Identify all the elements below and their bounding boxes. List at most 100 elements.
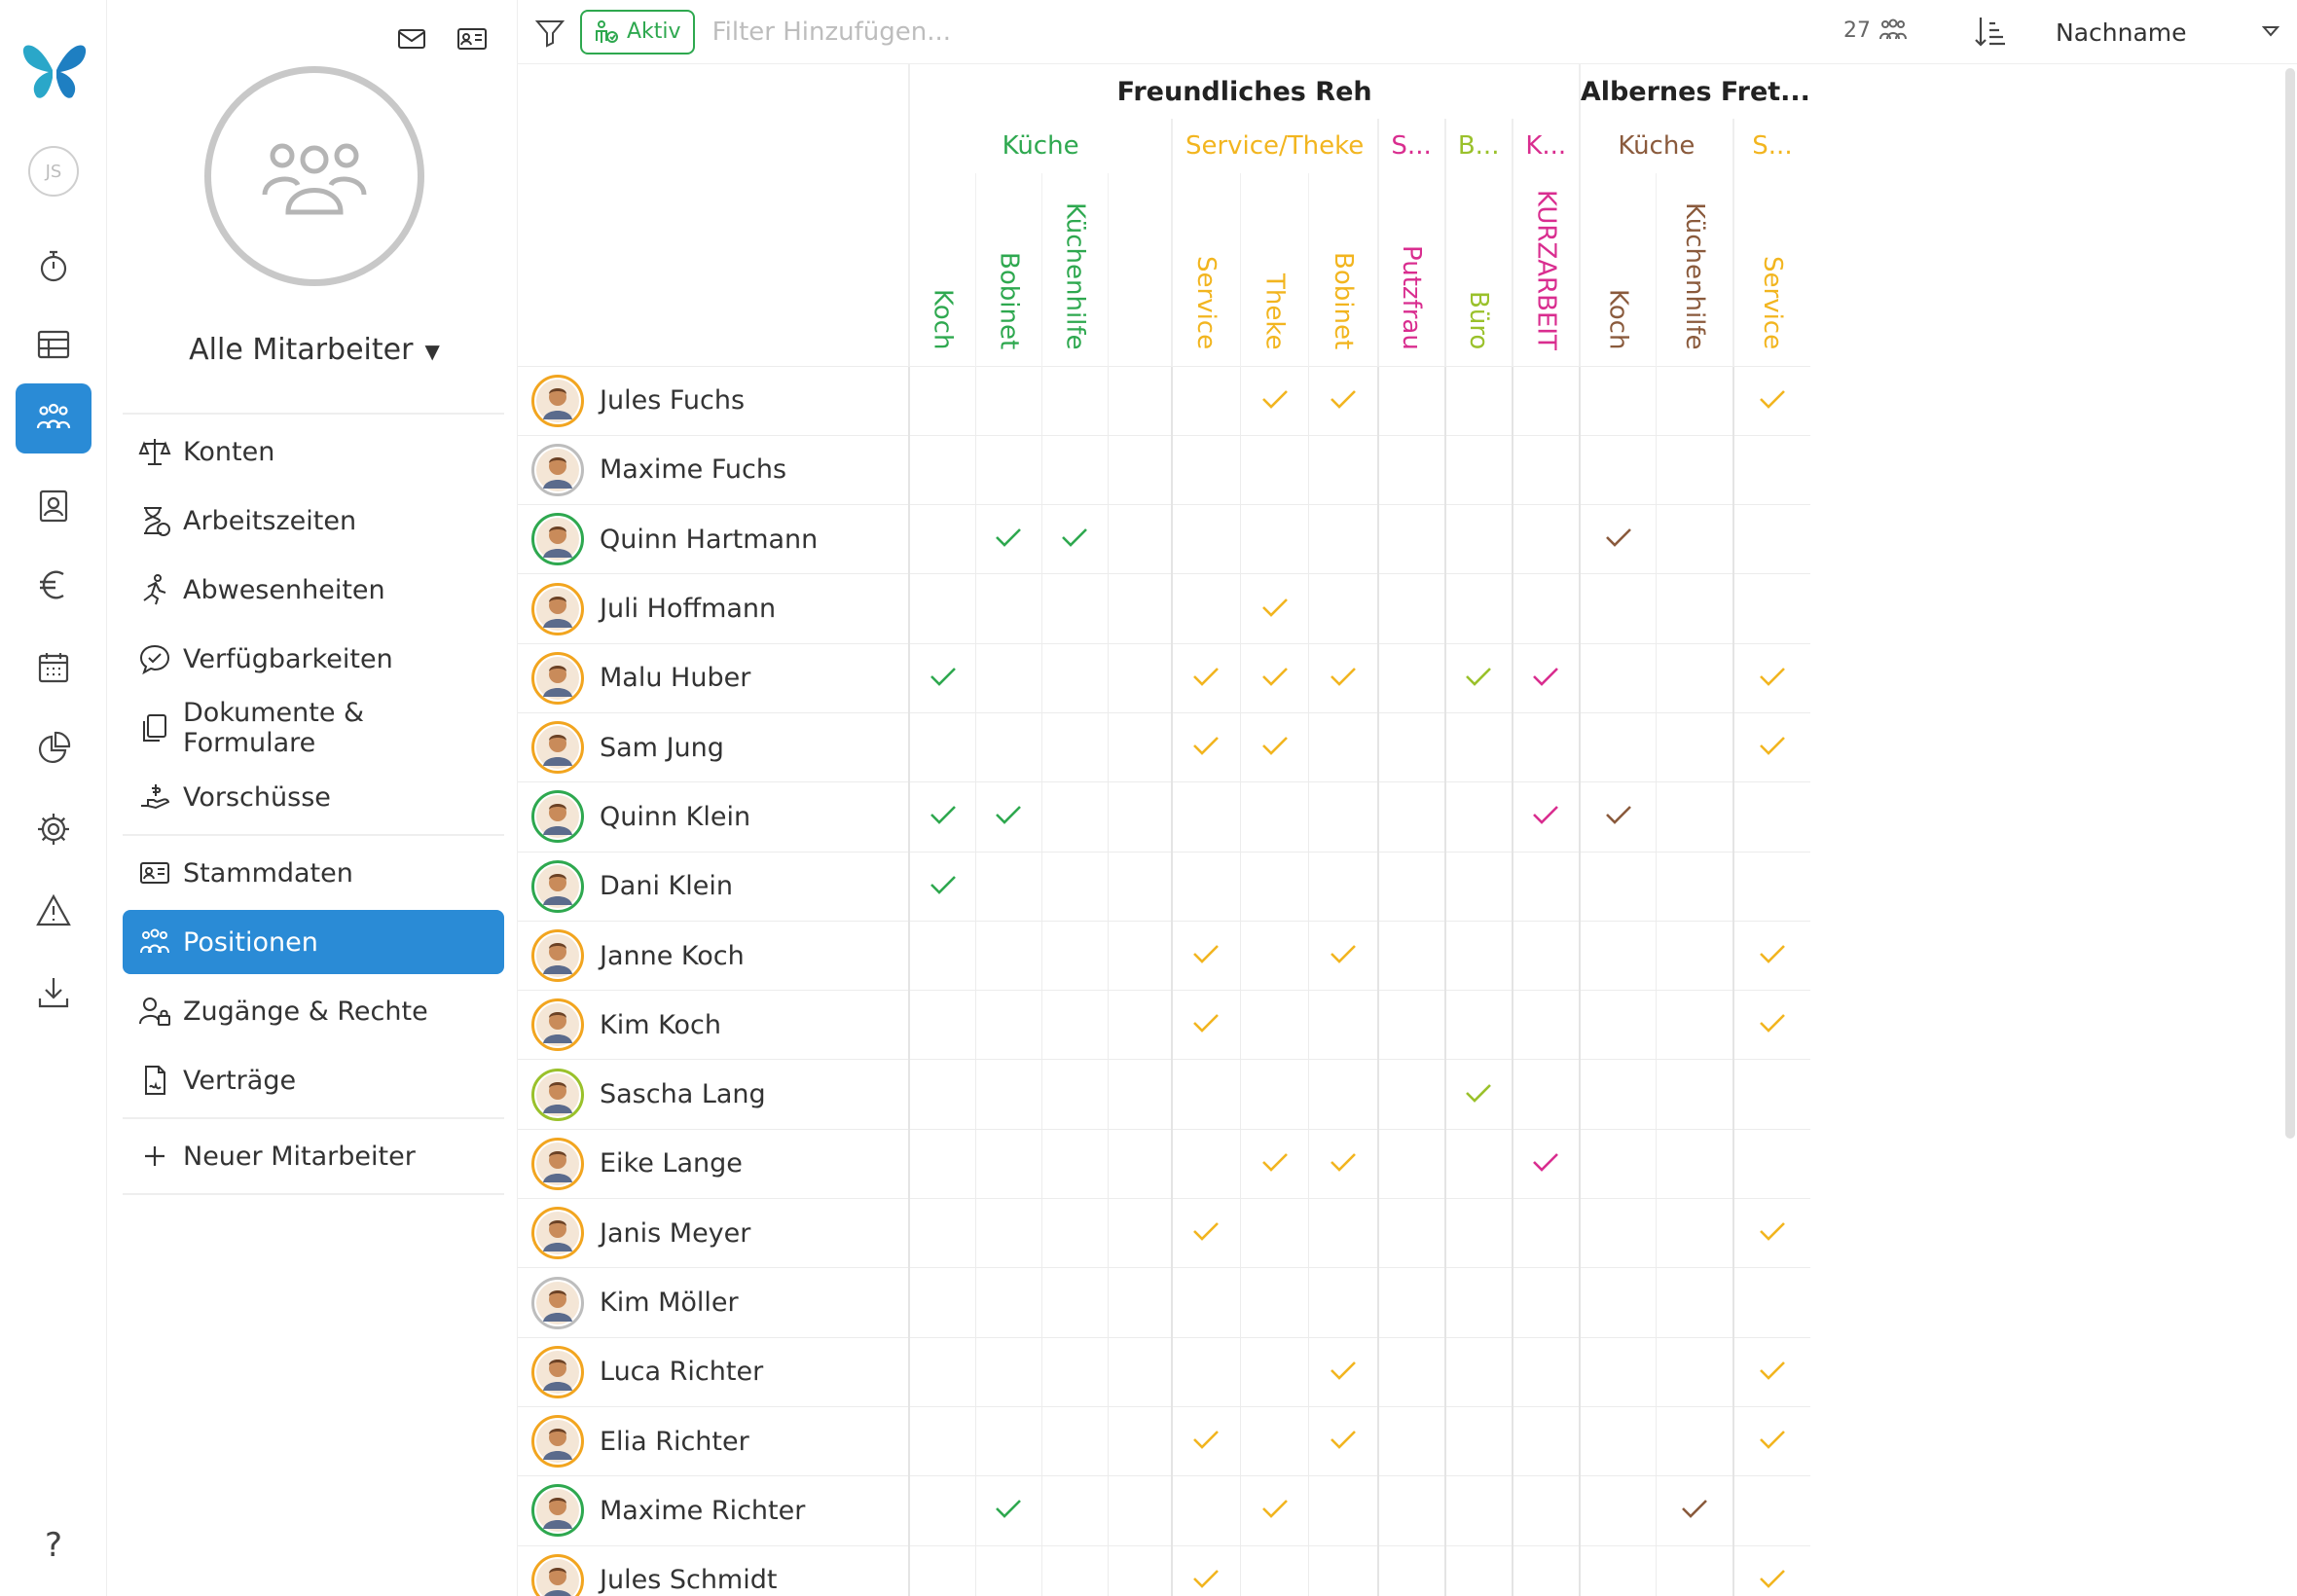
sort-ascending-icon[interactable]: [1972, 14, 2009, 51]
position-cell[interactable]: [1239, 1405, 1309, 1476]
gear-icon[interactable]: [16, 794, 91, 864]
position-cell[interactable]: [1308, 711, 1378, 782]
position-cell[interactable]: [1239, 1267, 1309, 1338]
employee-cell[interactable]: Quinn Hartmann: [518, 504, 910, 574]
table-row[interactable]: Sascha Lang: [518, 1059, 1810, 1130]
position-cell[interactable]: [974, 781, 1042, 852]
position-cell[interactable]: [908, 365, 976, 436]
employee-cell[interactable]: Eike Lange: [518, 1128, 910, 1199]
position-cell[interactable]: [1170, 711, 1241, 782]
employee-cell[interactable]: Kim Möller: [518, 1267, 910, 1338]
table-row[interactable]: Luca Richter: [518, 1336, 1810, 1407]
menu-item-verfuegbarkeiten[interactable]: Verfügbarkeiten: [123, 627, 504, 691]
position-cell[interactable]: [1732, 1059, 1810, 1130]
position-cell[interactable]: [1107, 504, 1172, 574]
employee-cell[interactable]: Malu Huber: [518, 642, 910, 713]
position-cell[interactable]: [1656, 1198, 1733, 1268]
position-cell[interactable]: [1239, 851, 1309, 922]
table-row[interactable]: Jules Schmidt: [518, 1544, 1810, 1596]
position-cell[interactable]: [1443, 851, 1513, 922]
position-cell[interactable]: [1376, 920, 1445, 991]
employee-cell[interactable]: Quinn Klein: [518, 781, 910, 852]
menu-item-zugaenge[interactable]: Zugänge & Rechte: [123, 979, 504, 1043]
position-cell[interactable]: [908, 1059, 976, 1130]
position-cell[interactable]: [1239, 1128, 1309, 1199]
position-cell[interactable]: [1578, 920, 1657, 991]
position-cell[interactable]: [1578, 1198, 1657, 1268]
position-cell[interactable]: [1443, 434, 1513, 505]
position-cell[interactable]: [908, 504, 976, 574]
employee-cell[interactable]: Janne Koch: [518, 920, 910, 991]
position-cell[interactable]: [1308, 1475, 1378, 1546]
position-cell[interactable]: [1308, 573, 1378, 644]
position-cell[interactable]: [1239, 642, 1309, 713]
position-cell[interactable]: [1443, 1198, 1513, 1268]
position-cell[interactable]: [1656, 920, 1733, 991]
position-cell[interactable]: [1040, 642, 1109, 713]
position-cell[interactable]: [1040, 434, 1109, 505]
position-cell[interactable]: [1656, 642, 1733, 713]
vertical-scrollbar[interactable]: [2285, 68, 2295, 1139]
position-cell[interactable]: [1170, 504, 1241, 574]
position-cell[interactable]: [908, 1198, 976, 1268]
position-cell[interactable]: [1578, 1544, 1657, 1596]
position-cell[interactable]: [908, 851, 976, 922]
table-row[interactable]: Elia Richter: [518, 1405, 1810, 1476]
position-cell[interactable]: [1511, 365, 1580, 436]
position-cell[interactable]: [1308, 781, 1378, 852]
position-cell[interactable]: [974, 1059, 1042, 1130]
position-cell[interactable]: [1107, 434, 1172, 505]
position-cell[interactable]: [1040, 1059, 1109, 1130]
position-cell[interactable]: [1107, 573, 1172, 644]
table-row[interactable]: Malu Huber: [518, 642, 1810, 713]
position-cell[interactable]: [1376, 504, 1445, 574]
position-cell[interactable]: [974, 851, 1042, 922]
position-cell[interactable]: [1376, 573, 1445, 644]
position-cell[interactable]: [1443, 990, 1513, 1060]
employee-cell[interactable]: Sam Jung: [518, 711, 910, 782]
position-cell[interactable]: [1376, 365, 1445, 436]
position-cell[interactable]: [1656, 1336, 1733, 1407]
position-cell[interactable]: [1732, 504, 1810, 574]
position-cell[interactable]: [1578, 1475, 1657, 1546]
position-cell[interactable]: [1656, 1128, 1733, 1199]
position-cell[interactable]: [1376, 1128, 1445, 1199]
position-cell[interactable]: [1511, 990, 1580, 1060]
position-cell[interactable]: [1107, 990, 1172, 1060]
position-cell[interactable]: [1732, 365, 1810, 436]
position-cell[interactable]: [1040, 1336, 1109, 1407]
position-cell[interactable]: [908, 1475, 976, 1546]
position-cell[interactable]: [1511, 781, 1580, 852]
position-cell[interactable]: [1308, 434, 1378, 505]
position-cell[interactable]: [1511, 1336, 1580, 1407]
position-cell[interactable]: [1511, 642, 1580, 713]
position-cell[interactable]: [1732, 920, 1810, 991]
position-cell[interactable]: [1040, 711, 1109, 782]
position-cell[interactable]: [1656, 504, 1733, 574]
table-row[interactable]: Quinn Hartmann: [518, 504, 1810, 574]
position-cell[interactable]: [1656, 711, 1733, 782]
position-cell[interactable]: [1376, 781, 1445, 852]
position-cell[interactable]: [1239, 1198, 1309, 1268]
position-cell[interactable]: [1107, 1198, 1172, 1268]
position-cell[interactable]: [974, 1198, 1042, 1268]
position-cell[interactable]: [1656, 1405, 1733, 1476]
position-cell[interactable]: [1732, 434, 1810, 505]
position-cell[interactable]: [1107, 1544, 1172, 1596]
table-icon[interactable]: [16, 309, 91, 380]
position-cell[interactable]: [1656, 365, 1733, 436]
position-cell[interactable]: [1732, 990, 1810, 1060]
position-cell[interactable]: [1170, 642, 1241, 713]
position-cell[interactable]: [1511, 1059, 1580, 1130]
position-cell[interactable]: [1170, 1405, 1241, 1476]
position-cell[interactable]: [1511, 920, 1580, 991]
menu-item-arbeitszeiten[interactable]: Arbeitszeiten: [123, 489, 504, 553]
position-cell[interactable]: [974, 920, 1042, 991]
position-cell[interactable]: [1656, 1267, 1733, 1338]
position-cell[interactable]: [1040, 504, 1109, 574]
position-cell[interactable]: [1376, 1198, 1445, 1268]
position-cell[interactable]: [1308, 1405, 1378, 1476]
position-cell[interactable]: [1443, 781, 1513, 852]
position-cell[interactable]: [1040, 990, 1109, 1060]
position-cell[interactable]: [1376, 1544, 1445, 1596]
